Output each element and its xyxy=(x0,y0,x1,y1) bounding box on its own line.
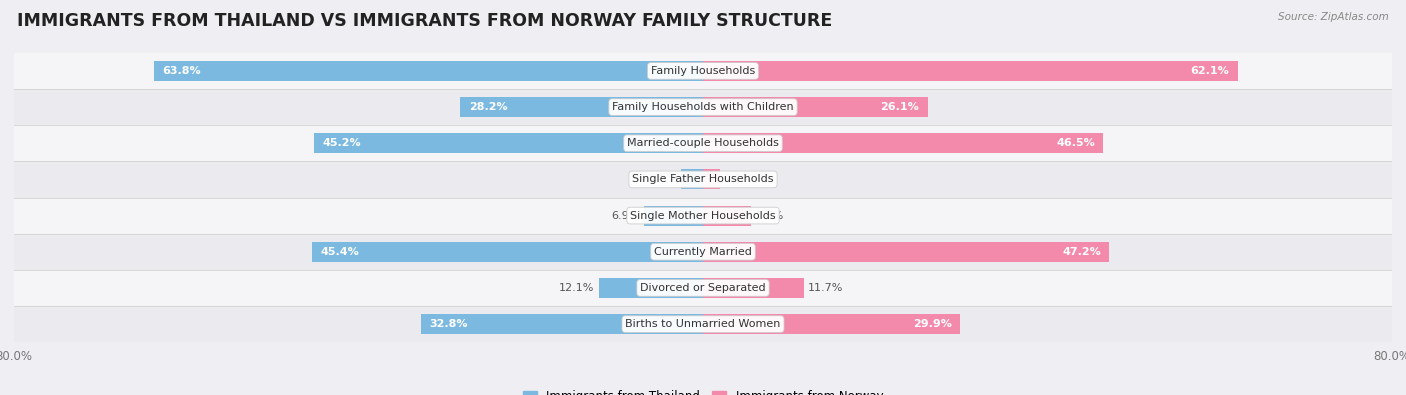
Bar xyxy=(703,242,1109,262)
Text: 5.6%: 5.6% xyxy=(755,211,783,220)
Bar xyxy=(599,278,703,298)
Bar xyxy=(703,314,960,334)
Bar xyxy=(682,169,703,189)
Bar xyxy=(703,206,751,226)
Bar xyxy=(703,169,720,189)
Text: 47.2%: 47.2% xyxy=(1062,247,1101,257)
Text: Family Households with Children: Family Households with Children xyxy=(612,102,794,112)
Text: 28.2%: 28.2% xyxy=(468,102,508,112)
Text: 45.4%: 45.4% xyxy=(321,247,360,257)
Text: 32.8%: 32.8% xyxy=(429,319,468,329)
Text: 12.1%: 12.1% xyxy=(560,283,595,293)
Bar xyxy=(0,198,1406,234)
Text: 63.8%: 63.8% xyxy=(162,66,201,76)
Text: 26.1%: 26.1% xyxy=(880,102,920,112)
Bar xyxy=(0,270,1406,306)
Bar xyxy=(703,133,1104,153)
Bar xyxy=(644,206,703,226)
Bar xyxy=(314,133,703,153)
Text: 11.7%: 11.7% xyxy=(808,283,844,293)
Bar xyxy=(703,97,928,117)
Text: Married-couple Households: Married-couple Households xyxy=(627,138,779,148)
Text: Single Mother Households: Single Mother Households xyxy=(630,211,776,220)
Text: 45.2%: 45.2% xyxy=(322,138,361,148)
Text: 2.0%: 2.0% xyxy=(724,175,752,184)
Bar xyxy=(0,161,1406,198)
Bar xyxy=(0,53,1406,89)
Bar xyxy=(460,97,703,117)
Bar xyxy=(0,234,1406,270)
Legend: Immigrants from Thailand, Immigrants from Norway: Immigrants from Thailand, Immigrants fro… xyxy=(517,385,889,395)
Text: Divorced or Separated: Divorced or Separated xyxy=(640,283,766,293)
Text: 6.9%: 6.9% xyxy=(610,211,640,220)
Bar xyxy=(312,242,703,262)
Text: IMMIGRANTS FROM THAILAND VS IMMIGRANTS FROM NORWAY FAMILY STRUCTURE: IMMIGRANTS FROM THAILAND VS IMMIGRANTS F… xyxy=(17,12,832,30)
Bar xyxy=(420,314,703,334)
Bar xyxy=(0,89,1406,125)
Text: Currently Married: Currently Married xyxy=(654,247,752,257)
Bar xyxy=(703,61,1237,81)
Bar xyxy=(703,278,804,298)
Text: Family Households: Family Households xyxy=(651,66,755,76)
Bar xyxy=(0,125,1406,161)
Text: 62.1%: 62.1% xyxy=(1191,66,1229,76)
Text: Single Father Households: Single Father Households xyxy=(633,175,773,184)
Text: Births to Unmarried Women: Births to Unmarried Women xyxy=(626,319,780,329)
Bar xyxy=(153,61,703,81)
Text: 46.5%: 46.5% xyxy=(1056,138,1095,148)
Text: 29.9%: 29.9% xyxy=(912,319,952,329)
Bar xyxy=(0,306,1406,342)
Text: Source: ZipAtlas.com: Source: ZipAtlas.com xyxy=(1278,12,1389,22)
Text: 2.5%: 2.5% xyxy=(648,175,678,184)
